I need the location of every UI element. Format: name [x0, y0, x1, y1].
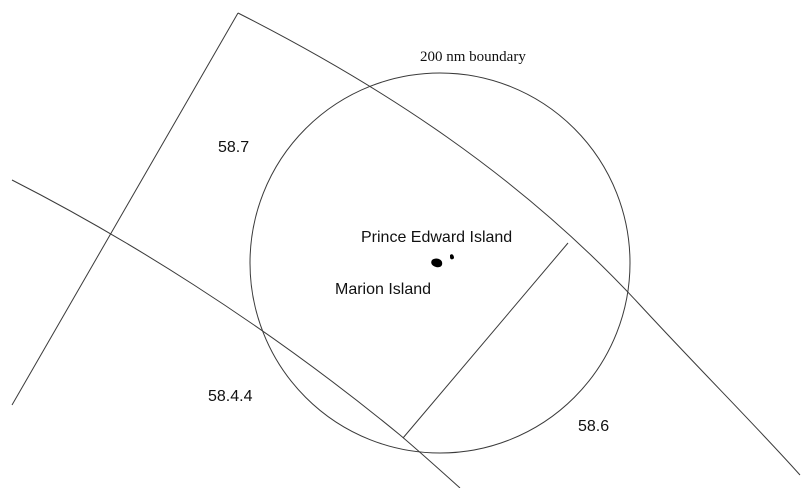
prince-edward-island-shape — [450, 254, 454, 260]
meridian-boundary-line — [11, 12, 239, 406]
area-58-4-4-label: 58.4.4 — [208, 388, 253, 405]
internal-area-boundary-line — [402, 242, 569, 439]
prince-edward-island-label: Prince Edward Island — [361, 229, 512, 246]
area-58-6-label: 58.6 — [578, 418, 609, 435]
marion-island-shape — [431, 258, 443, 268]
marion-island-label: Marion Island — [335, 281, 431, 298]
area-58-7-label: 58.7 — [218, 139, 249, 156]
boundary-label: 200 nm boundary — [420, 49, 526, 65]
upper-area-boundary-curve — [237, 12, 801, 476]
lower-area-boundary-curve — [11, 179, 461, 488]
eez-200nm-circle — [249, 72, 631, 454]
